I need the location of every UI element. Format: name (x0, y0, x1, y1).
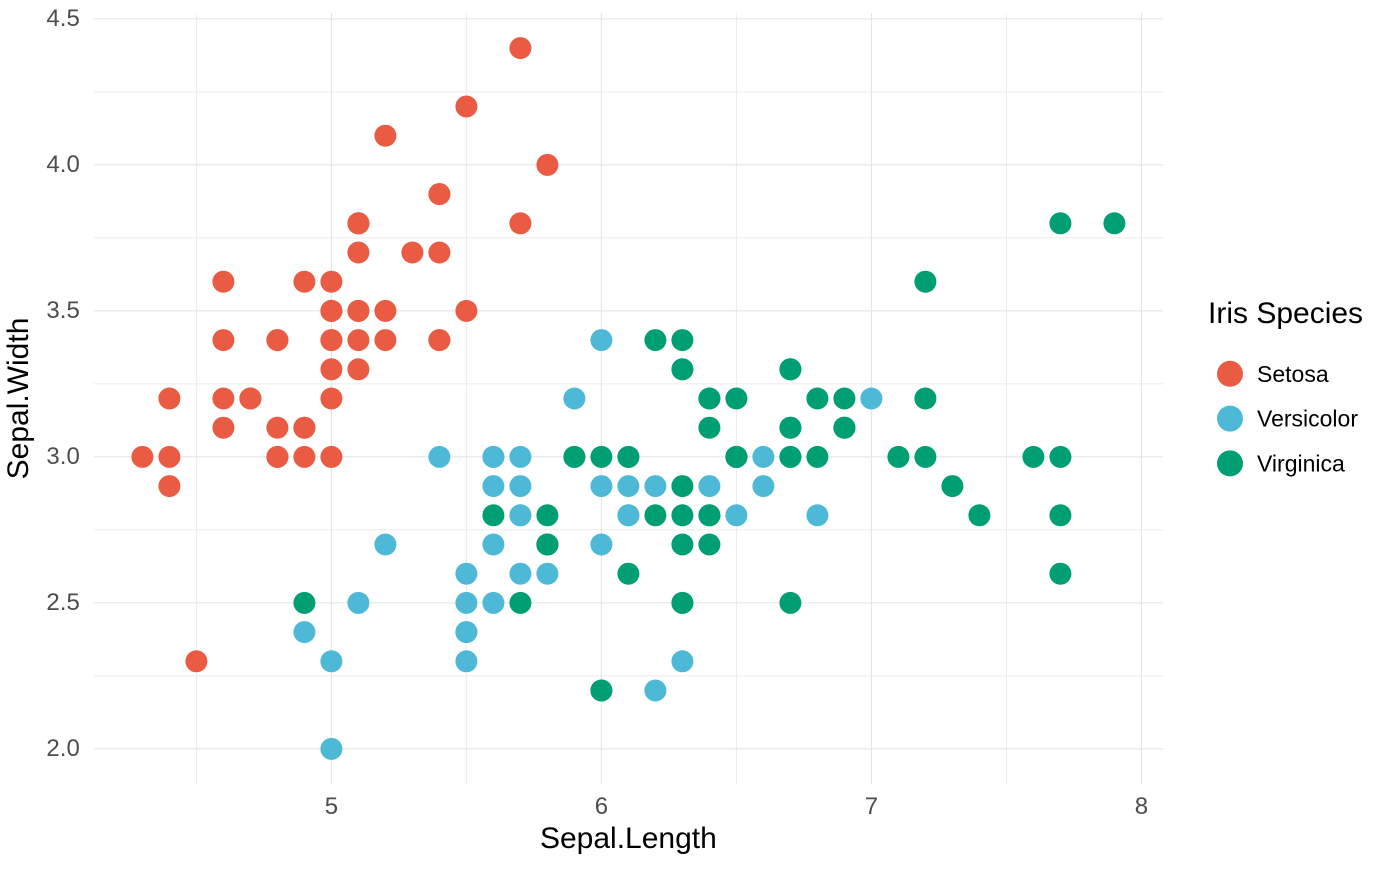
svg-text:4.5: 4.5 (46, 5, 79, 32)
svg-text:Sepal.Width: Sepal.Width (2, 318, 35, 480)
svg-text:3.0: 3.0 (46, 443, 79, 470)
svg-text:8: 8 (1135, 793, 1148, 820)
svg-text:6: 6 (595, 793, 608, 820)
svg-text:5: 5 (325, 793, 338, 820)
svg-text:Iris Species: Iris Species (1208, 297, 1363, 330)
svg-text:Sepal.Length: Sepal.Length (540, 822, 717, 855)
svg-text:7: 7 (865, 793, 878, 820)
svg-text:3.5: 3.5 (46, 297, 79, 324)
svg-text:2.0: 2.0 (46, 735, 79, 762)
svg-text:2.5: 2.5 (46, 589, 79, 616)
svg-text:Setosa: Setosa (1257, 361, 1329, 387)
svg-text:4.0: 4.0 (46, 151, 79, 178)
svg-text:Virginica: Virginica (1257, 450, 1345, 476)
svg-text:Versicolor: Versicolor (1257, 406, 1358, 432)
